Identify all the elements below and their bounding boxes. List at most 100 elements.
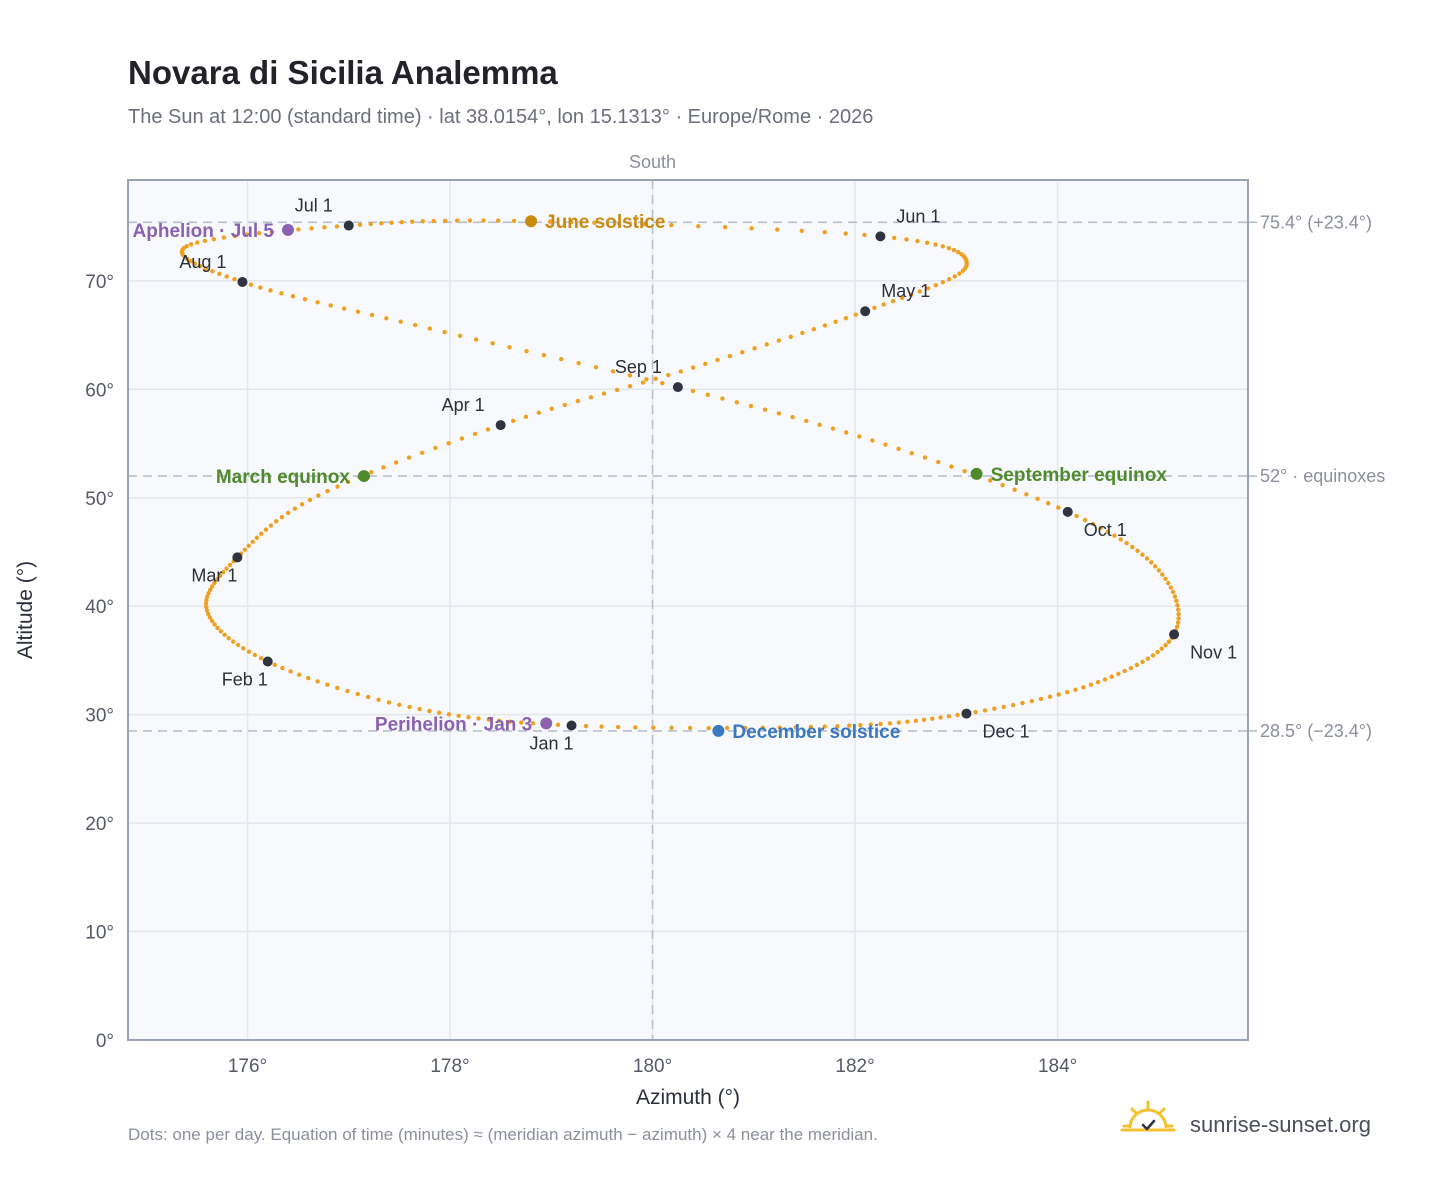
day-dot bbox=[467, 218, 473, 223]
day-dot bbox=[1001, 704, 1006, 710]
day-dot bbox=[913, 718, 919, 723]
day-dot bbox=[1175, 620, 1181, 625]
day-dot bbox=[258, 656, 264, 661]
day-dot bbox=[940, 244, 945, 249]
day-dot bbox=[507, 719, 513, 724]
day-dot bbox=[599, 724, 604, 729]
day-dot bbox=[268, 288, 273, 293]
day-dot bbox=[384, 316, 389, 321]
day-dot bbox=[922, 455, 928, 460]
brand-name: sunrise-sunset.org bbox=[1190, 1112, 1371, 1137]
day-dot bbox=[1149, 560, 1154, 565]
day-dot bbox=[687, 725, 693, 731]
day-dot bbox=[419, 450, 425, 455]
day-dot bbox=[235, 642, 241, 648]
day-dot bbox=[224, 566, 229, 571]
month-dot bbox=[1062, 506, 1073, 517]
day-dot bbox=[442, 218, 448, 223]
day-dot bbox=[844, 430, 849, 435]
day-dot bbox=[195, 240, 200, 245]
day-dot bbox=[1095, 679, 1101, 685]
day-dot bbox=[188, 242, 194, 247]
day-dot bbox=[1176, 616, 1181, 621]
day-dot bbox=[776, 411, 782, 416]
month-dot bbox=[961, 708, 972, 719]
day-dot bbox=[957, 271, 962, 276]
day-dot bbox=[214, 577, 220, 582]
y-tick-label: 20° bbox=[85, 814, 114, 835]
day-dot bbox=[775, 227, 780, 232]
day-dot bbox=[205, 594, 210, 599]
plot-frame bbox=[127, 179, 1249, 1041]
month-markers: Jan 1 Feb 1 Mar 1 Apr 1 May 1 Jun 1 Jul 1 Aug 1… bbox=[179, 196, 1237, 754]
day-dot bbox=[399, 219, 405, 225]
day-dot bbox=[369, 312, 375, 318]
day-dot bbox=[1175, 603, 1180, 608]
day-dot bbox=[899, 295, 905, 301]
day-dot bbox=[696, 223, 701, 229]
day-dot bbox=[1056, 692, 1061, 697]
day-dot bbox=[486, 717, 491, 722]
day-dot bbox=[481, 218, 486, 223]
day-dot bbox=[442, 329, 447, 335]
day-dot bbox=[511, 218, 517, 224]
day-dot bbox=[274, 519, 279, 524]
day-dot bbox=[817, 422, 822, 427]
day-dot bbox=[908, 292, 914, 297]
day-dot bbox=[930, 716, 935, 721]
plot-area bbox=[128, 180, 1248, 1040]
day-dot bbox=[788, 334, 793, 339]
day-dot bbox=[218, 629, 224, 634]
day-dot bbox=[690, 365, 696, 370]
reference-line-label: 52° · equinoxes bbox=[1260, 466, 1385, 486]
day-dot bbox=[288, 669, 293, 674]
day-dot bbox=[909, 450, 914, 456]
day-dot bbox=[209, 618, 215, 624]
event-dot bbox=[540, 717, 553, 730]
month-dot bbox=[232, 552, 243, 563]
brand-logo[interactable]: sunrise-sunset.org bbox=[1120, 1100, 1371, 1137]
day-dot bbox=[627, 384, 633, 389]
day-dot bbox=[511, 418, 516, 424]
day-dot bbox=[666, 372, 671, 378]
y-tick-label: 60° bbox=[85, 380, 114, 401]
day-dot bbox=[959, 251, 964, 257]
day-dot bbox=[562, 402, 567, 408]
day-dot bbox=[615, 724, 621, 730]
day-dot bbox=[1153, 564, 1158, 569]
day-dot bbox=[1166, 580, 1171, 586]
y-tick-label: 10° bbox=[85, 923, 114, 944]
meridian: South bbox=[629, 152, 676, 1040]
day-dot bbox=[1163, 576, 1168, 582]
day-dot bbox=[536, 410, 542, 415]
day-dot bbox=[988, 478, 993, 483]
day-dot bbox=[1134, 662, 1140, 668]
day-dot bbox=[279, 514, 285, 520]
day-dot bbox=[386, 700, 392, 705]
day-dot bbox=[335, 685, 340, 691]
month-dot bbox=[262, 656, 273, 667]
month-label: Oct 1 bbox=[1084, 520, 1127, 540]
month-label: Aug 1 bbox=[179, 252, 226, 272]
day-dot bbox=[244, 232, 249, 237]
day-dot bbox=[1140, 659, 1145, 665]
day-dot bbox=[653, 376, 658, 382]
day-dot bbox=[896, 446, 901, 452]
day-dot bbox=[690, 388, 696, 394]
day-dot bbox=[420, 219, 425, 224]
day-dot bbox=[290, 294, 296, 299]
day-dot bbox=[530, 721, 536, 726]
day-dot bbox=[742, 725, 748, 731]
chart-subtitle: The Sun at 12:00 (standard time) · lat 3… bbox=[128, 106, 873, 128]
day-dot bbox=[389, 220, 394, 225]
day-dot bbox=[822, 229, 827, 235]
day-dot bbox=[1160, 572, 1165, 577]
day-dot bbox=[992, 706, 997, 711]
day-dot bbox=[1065, 689, 1070, 695]
month-label: Jul 1 bbox=[295, 196, 333, 216]
day-dot bbox=[368, 221, 373, 227]
day-dot bbox=[883, 442, 888, 447]
day-dot bbox=[862, 232, 867, 238]
